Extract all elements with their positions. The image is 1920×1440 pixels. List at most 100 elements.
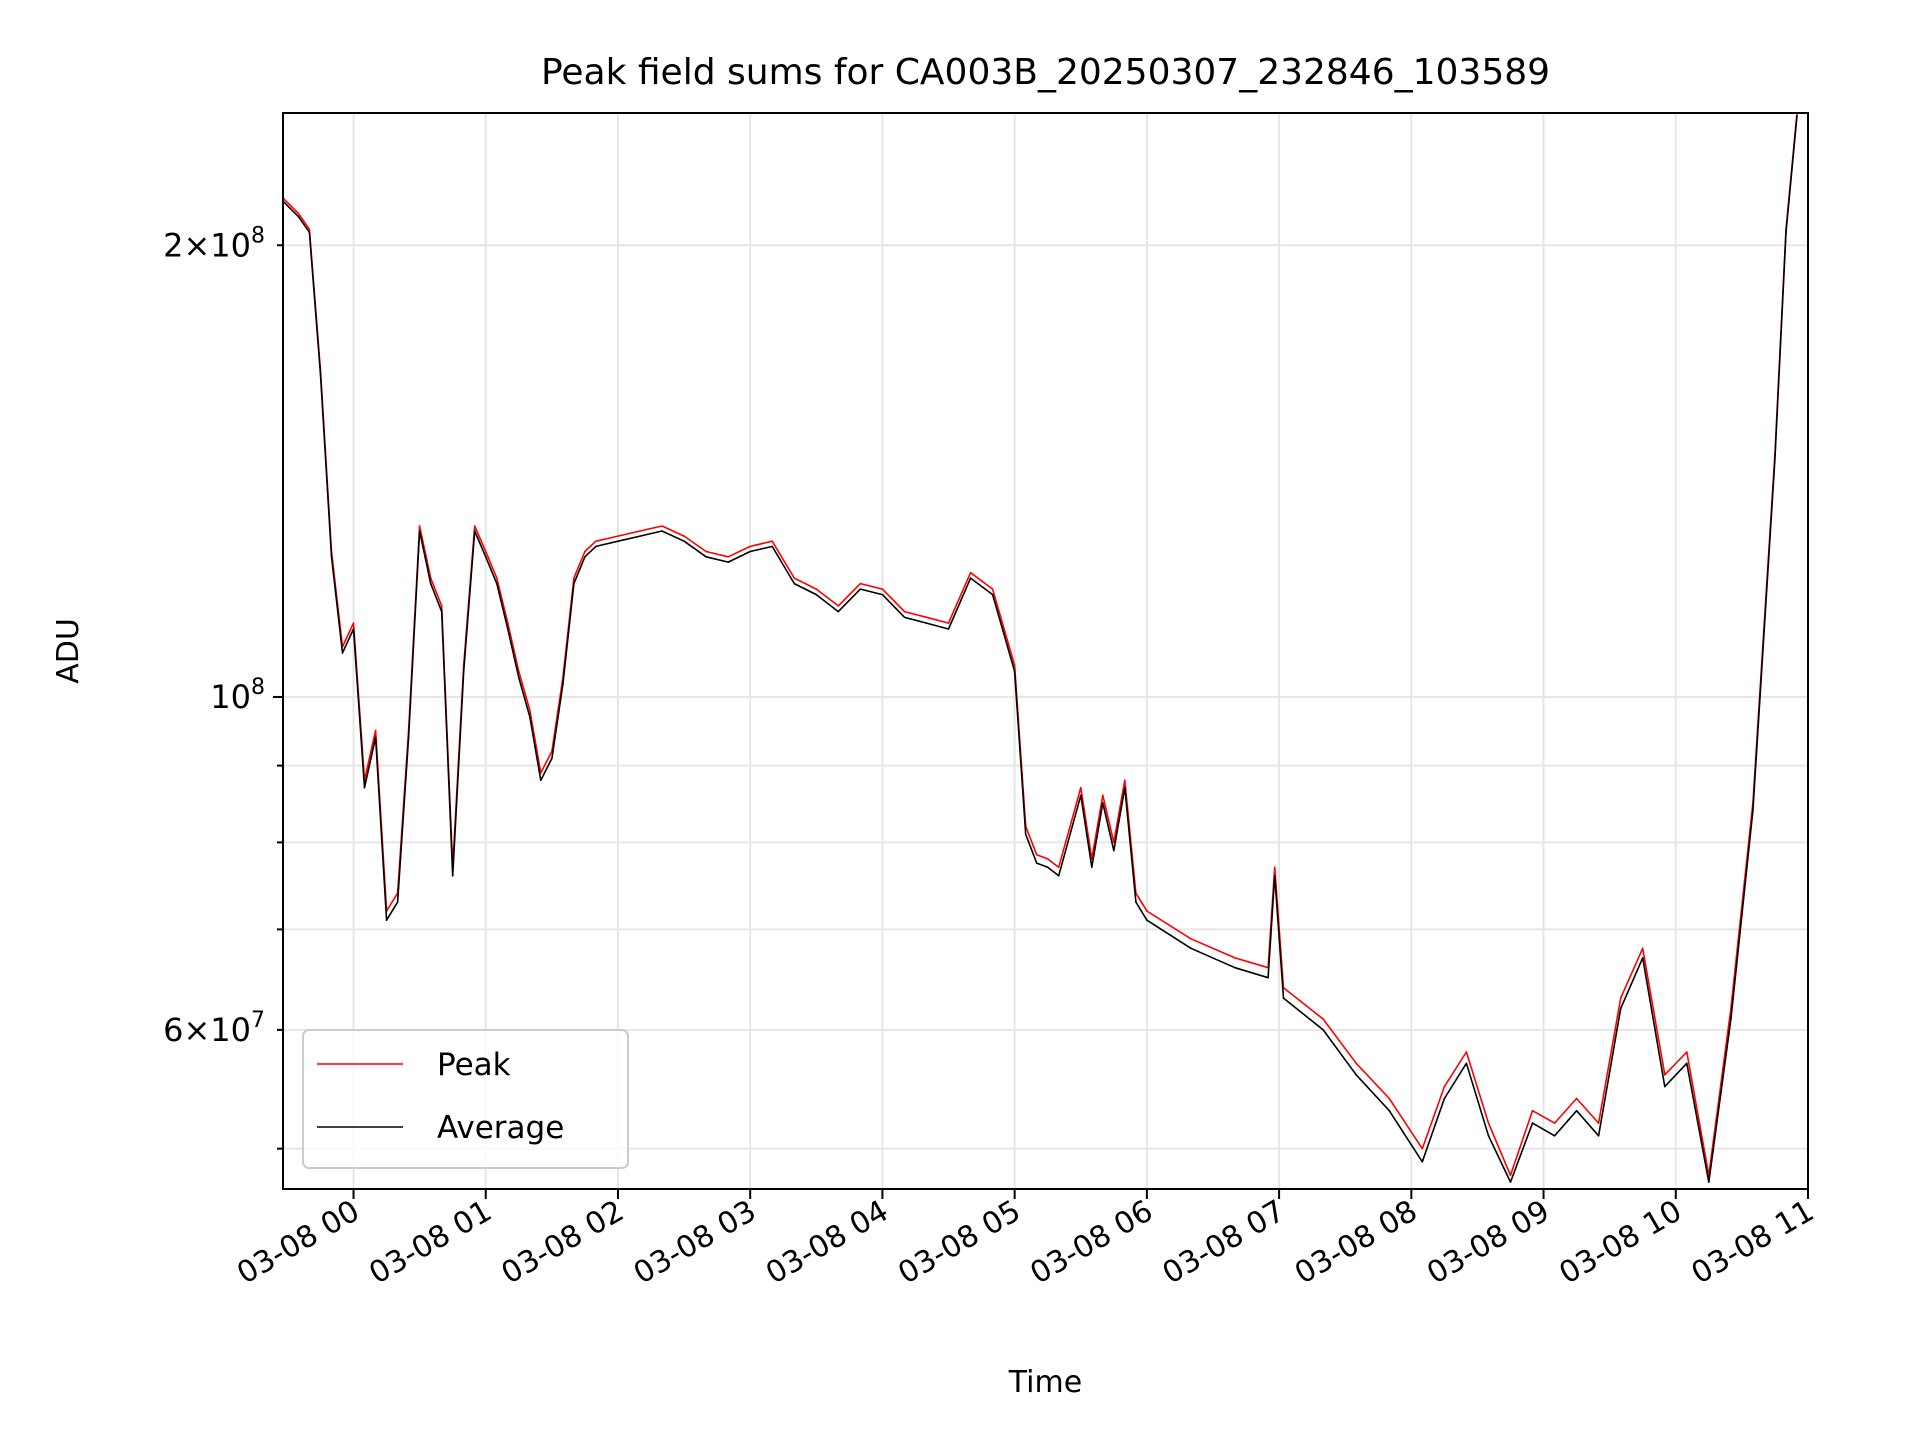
data-point-average — [352, 628, 355, 630]
data-point-average — [1509, 1181, 1512, 1183]
data-point-average — [1531, 1122, 1534, 1124]
data-point-average — [1234, 966, 1236, 969]
data-point-average — [529, 716, 531, 718]
data-point-average — [1322, 1029, 1324, 1031]
x-axis-label: Time — [1008, 1365, 1082, 1400]
series-line-average — [282, 115, 1798, 1183]
data-point-peak — [815, 588, 818, 590]
data-point-peak — [1190, 938, 1192, 940]
data-point-average — [661, 530, 663, 532]
y-tick-label: 6×107 — [163, 1008, 265, 1049]
data-point-peak — [1664, 1074, 1666, 1076]
data-point-peak — [1273, 866, 1276, 869]
data-point-average — [947, 628, 950, 630]
data-point-average — [1641, 957, 1644, 959]
data-point-average — [1708, 1181, 1710, 1183]
data-point-average — [407, 736, 410, 739]
data-point-average — [308, 231, 311, 234]
data-point-peak — [1102, 794, 1104, 797]
data-point-peak — [925, 616, 928, 619]
data-point-average — [617, 540, 619, 542]
grid — [283, 113, 1809, 1189]
data-point-peak — [947, 622, 950, 624]
data-point-average — [1664, 1085, 1666, 1088]
data-point-average — [1785, 231, 1787, 234]
data-point-peak — [507, 622, 509, 624]
data-point-peak — [518, 670, 520, 673]
data-point-average — [1091, 866, 1093, 869]
data-point-peak — [1046, 858, 1049, 860]
data-point-peak — [1113, 841, 1115, 844]
data-point-peak — [1146, 910, 1148, 912]
data-point-average — [881, 593, 884, 596]
data-point-peak — [1686, 1051, 1688, 1053]
data-point-peak — [1487, 1122, 1490, 1124]
data-point-peak — [540, 772, 542, 774]
data-point-average — [1686, 1062, 1688, 1065]
data-point-average — [1102, 802, 1104, 804]
data-point-peak — [1124, 779, 1126, 782]
data-point-average — [1080, 794, 1082, 797]
data-point-peak — [1388, 1097, 1391, 1100]
data-point-average — [1487, 1135, 1490, 1137]
data-point-average — [319, 373, 322, 376]
data-point-average — [815, 593, 818, 596]
data-point-peak — [969, 571, 972, 574]
data-point-peak — [639, 530, 641, 532]
data-point-average — [1774, 458, 1776, 461]
data-point-peak — [1619, 997, 1622, 999]
data-point-peak — [859, 582, 862, 585]
data-point-average — [1597, 1135, 1600, 1137]
data-point-average — [859, 588, 862, 590]
data-point-average — [1355, 1074, 1357, 1076]
data-point-average — [771, 545, 773, 548]
data-point-average — [507, 628, 509, 630]
data-point-peak — [1421, 1147, 1424, 1150]
data-point-average — [1619, 1007, 1622, 1010]
y-axis-label: ADU — [51, 618, 86, 684]
data-point-average — [418, 530, 421, 532]
data-point-average — [1035, 862, 1038, 864]
data-point-peak — [881, 588, 884, 590]
data-point-peak — [496, 577, 498, 579]
data-point-average — [1113, 849, 1115, 852]
data-point-peak — [705, 550, 707, 553]
data-point-average — [639, 535, 641, 537]
data-point-average — [462, 670, 465, 673]
data-point-average — [1796, 114, 1798, 117]
data-point-average — [1024, 833, 1027, 836]
data-point-average — [1013, 670, 1016, 673]
data-point-average — [484, 556, 487, 558]
data-point-peak — [352, 622, 355, 624]
data-point-peak — [991, 588, 994, 590]
data-point-average — [429, 582, 432, 585]
data-point-average — [837, 610, 840, 613]
data-point-average — [396, 901, 399, 903]
data-point-average — [562, 683, 564, 685]
data-point-peak — [595, 540, 597, 542]
data-point-peak — [1597, 1122, 1600, 1124]
data-point-average — [341, 652, 344, 654]
data-point-peak — [1509, 1174, 1512, 1177]
series-layer — [282, 112, 1798, 1183]
data-point-peak — [1553, 1122, 1556, 1124]
data-point-peak — [683, 535, 685, 537]
data-point-average — [1267, 976, 1269, 979]
data-point-average — [1057, 875, 1060, 877]
data-point-average — [385, 919, 388, 921]
data-point-peak — [1531, 1109, 1534, 1112]
data-point-average — [991, 593, 994, 596]
data-point-peak — [749, 545, 751, 548]
data-point-average — [330, 556, 333, 558]
data-point-peak — [837, 605, 840, 607]
data-point-average — [473, 530, 476, 532]
data-point-average — [705, 556, 707, 558]
data-point-peak — [1575, 1097, 1578, 1100]
y-tick-label: 108 — [210, 675, 265, 716]
data-point-average — [584, 556, 586, 558]
data-point-peak — [1091, 858, 1093, 860]
data-point-average — [363, 786, 366, 789]
data-point-average — [925, 622, 928, 624]
